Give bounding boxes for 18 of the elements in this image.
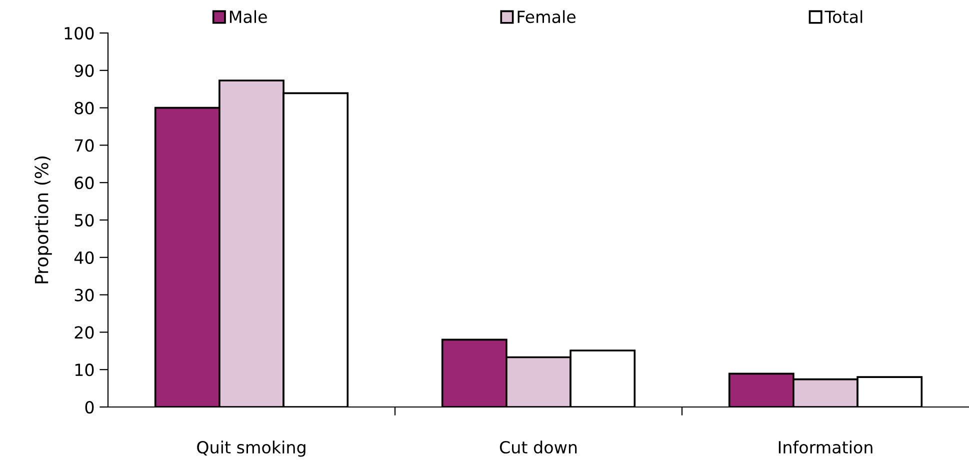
legend-label: Male	[230, 10, 267, 24]
y-tick-label: 60	[74, 176, 94, 190]
y-tick-label: 50	[74, 214, 94, 227]
x-tick-label: Cut down	[500, 440, 577, 454]
x-tick-label: Information	[778, 440, 872, 454]
y-tick-label: 70	[74, 139, 94, 152]
y-tick-label: 90	[74, 64, 94, 77]
y-tick-label: 30	[74, 288, 94, 302]
legend-label: Total	[824, 10, 862, 24]
y-axis-title: Proportion (%)	[34, 156, 52, 284]
y-tick-label: 20	[74, 326, 94, 339]
y-tick-label: 80	[74, 102, 94, 114]
y-tick-label: 0	[85, 400, 94, 414]
y-tick-label: 40	[74, 251, 94, 264]
legend-label: Female	[518, 10, 576, 24]
y-tick-label: 100	[64, 26, 94, 40]
y-tick-label: 10	[75, 364, 94, 376]
x-tick-label: Quit smoking	[197, 440, 306, 457]
